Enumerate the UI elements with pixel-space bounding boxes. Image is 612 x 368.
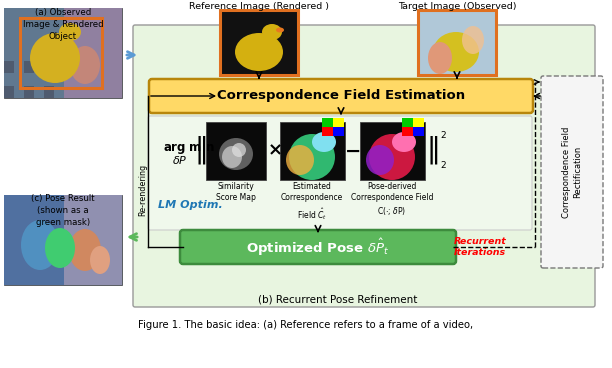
- Text: LM Optim.: LM Optim.: [158, 200, 223, 210]
- FancyBboxPatch shape: [180, 230, 456, 264]
- Bar: [206, 122, 266, 180]
- Text: Correspondence Field
Rectification: Correspondence Field Rectification: [562, 126, 583, 218]
- Text: $\mathbf{arg\ min}$: $\mathbf{arg\ min}$: [163, 139, 215, 156]
- Bar: [64, 195, 122, 285]
- Bar: [322, 118, 333, 127]
- Text: Pose-derived
Correspondence Field
C($\cdot$; $\delta$P): Pose-derived Correspondence Field C($\cd…: [351, 182, 433, 217]
- Bar: [20, 18, 102, 88]
- Bar: [413, 118, 424, 127]
- Text: Similarity
Score Map: Similarity Score Map: [216, 182, 256, 202]
- Ellipse shape: [222, 146, 242, 168]
- Text: (b) Recurrent Pose Refinement: (b) Recurrent Pose Refinement: [258, 295, 417, 305]
- Text: Target Image (Observed): Target Image (Observed): [398, 2, 517, 11]
- Bar: [44, 86, 54, 98]
- Ellipse shape: [289, 134, 335, 180]
- Bar: [280, 122, 345, 180]
- Bar: [413, 127, 424, 136]
- Ellipse shape: [312, 132, 336, 152]
- Text: $2$: $2$: [440, 130, 447, 141]
- Text: $\Vert$: $\Vert$: [194, 134, 206, 166]
- Ellipse shape: [69, 229, 101, 271]
- Bar: [4, 8, 122, 98]
- Text: $\delta P$: $\delta P$: [172, 154, 187, 166]
- Text: $\Vert$: $\Vert$: [426, 134, 438, 166]
- FancyBboxPatch shape: [133, 25, 595, 307]
- Text: Reference Image (Rendered ): Reference Image (Rendered ): [189, 2, 329, 11]
- Ellipse shape: [462, 26, 484, 54]
- Ellipse shape: [59, 23, 81, 41]
- Ellipse shape: [428, 42, 452, 74]
- Ellipse shape: [70, 46, 100, 84]
- Bar: [333, 118, 344, 127]
- Text: $\mathbf{-}$: $\mathbf{-}$: [344, 141, 360, 159]
- Ellipse shape: [232, 143, 246, 157]
- Bar: [4, 8, 64, 98]
- Bar: [4, 195, 122, 285]
- FancyBboxPatch shape: [148, 116, 532, 230]
- Ellipse shape: [433, 32, 479, 72]
- Bar: [64, 8, 122, 98]
- Text: Optimized Pose $\delta\hat{P}_t$: Optimized Pose $\delta\hat{P}_t$: [247, 236, 390, 258]
- Text: Figure 1. The basic idea: (a) Reference refers to a frame of a video,: Figure 1. The basic idea: (a) Reference …: [138, 320, 474, 330]
- Bar: [220, 10, 298, 75]
- Ellipse shape: [286, 145, 314, 175]
- Bar: [360, 122, 425, 180]
- Bar: [418, 10, 496, 75]
- Ellipse shape: [21, 220, 59, 270]
- Ellipse shape: [30, 33, 80, 83]
- Ellipse shape: [90, 246, 110, 274]
- FancyBboxPatch shape: [541, 76, 603, 268]
- Bar: [402, 118, 413, 127]
- Ellipse shape: [366, 145, 394, 175]
- FancyBboxPatch shape: [149, 79, 533, 113]
- Bar: [402, 127, 413, 136]
- Text: Re-rendering: Re-rendering: [138, 164, 147, 216]
- Ellipse shape: [392, 132, 416, 152]
- Text: (c) Pose Result
(shown as a
green mask): (c) Pose Result (shown as a green mask): [31, 194, 95, 227]
- Bar: [24, 61, 34, 73]
- Ellipse shape: [262, 24, 282, 40]
- Text: $\mathbf{\times}$: $\mathbf{\times}$: [267, 141, 282, 159]
- Ellipse shape: [369, 134, 415, 180]
- Ellipse shape: [219, 138, 253, 170]
- Ellipse shape: [235, 33, 283, 71]
- Text: Recurrent
Iterations: Recurrent Iterations: [453, 237, 506, 257]
- Text: Estimated
Correspondence
Field $\hat{C}_t$: Estimated Correspondence Field $\hat{C}_…: [281, 182, 343, 222]
- Bar: [4, 86, 14, 98]
- Bar: [322, 127, 333, 136]
- Bar: [4, 61, 14, 73]
- Bar: [4, 195, 64, 285]
- Bar: [44, 61, 54, 73]
- Text: $2$: $2$: [440, 159, 447, 170]
- Text: Correspondence Field Estimation: Correspondence Field Estimation: [217, 89, 465, 103]
- Ellipse shape: [276, 28, 284, 32]
- Ellipse shape: [45, 228, 75, 268]
- Bar: [24, 86, 34, 98]
- Bar: [333, 127, 344, 136]
- Text: (a) Observed
Image & Rendered
Object: (a) Observed Image & Rendered Object: [23, 8, 103, 40]
